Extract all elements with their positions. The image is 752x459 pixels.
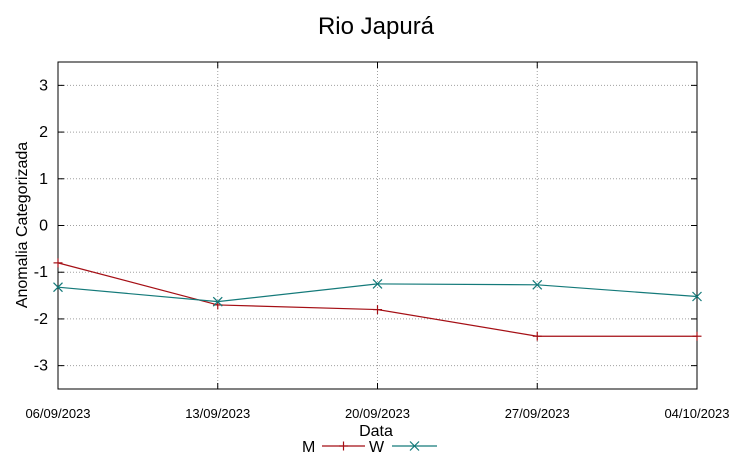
legend-item-m: M <box>302 439 365 456</box>
y-axis: 3 2 1 0 -1 -2 -3 <box>34 77 697 375</box>
data-point-w <box>532 279 543 290</box>
y-tick-label: 1 <box>39 171 48 188</box>
x-tick-label: 20/09/2023 <box>345 406 410 421</box>
series <box>53 258 702 341</box>
x-axis-label: Data <box>359 423 393 440</box>
y-tick-label: -2 <box>34 311 48 328</box>
y-tick-label: 0 <box>39 218 48 235</box>
data-point-w <box>692 291 702 302</box>
x-axis: 06/09/2023 13/09/2023 20/09/2023 27/09/2023… <box>25 62 730 421</box>
y-axis-label: Anomalia Categorizada <box>14 142 31 308</box>
legend-label: M <box>302 439 315 456</box>
series-line-w <box>57 283 698 303</box>
chart-title: Rio Japurá <box>318 13 435 40</box>
grid <box>58 62 697 389</box>
data-point-w <box>53 282 63 293</box>
data-point-m <box>53 258 63 268</box>
data-point-m <box>532 331 542 341</box>
data-point-m <box>692 331 702 341</box>
x-tick-label: 06/09/2023 <box>25 406 90 421</box>
data-point-w <box>212 296 223 307</box>
legend-label: W <box>369 439 385 456</box>
y-tick-label: -1 <box>34 264 48 281</box>
x-tick-label: 04/10/2023 <box>664 406 729 421</box>
x-tick-label: 27/09/2023 <box>505 406 570 421</box>
y-tick-label: 2 <box>39 124 48 141</box>
data-point-w <box>372 278 383 289</box>
legend-marker <box>409 441 420 451</box>
y-tick-label: -3 <box>34 358 48 375</box>
legend-marker <box>339 441 348 451</box>
data-point-m <box>373 305 382 315</box>
x-tick-label: 13/09/2023 <box>185 406 250 421</box>
legend-item-w: W <box>369 439 437 456</box>
y-tick-label: 3 <box>39 77 48 94</box>
